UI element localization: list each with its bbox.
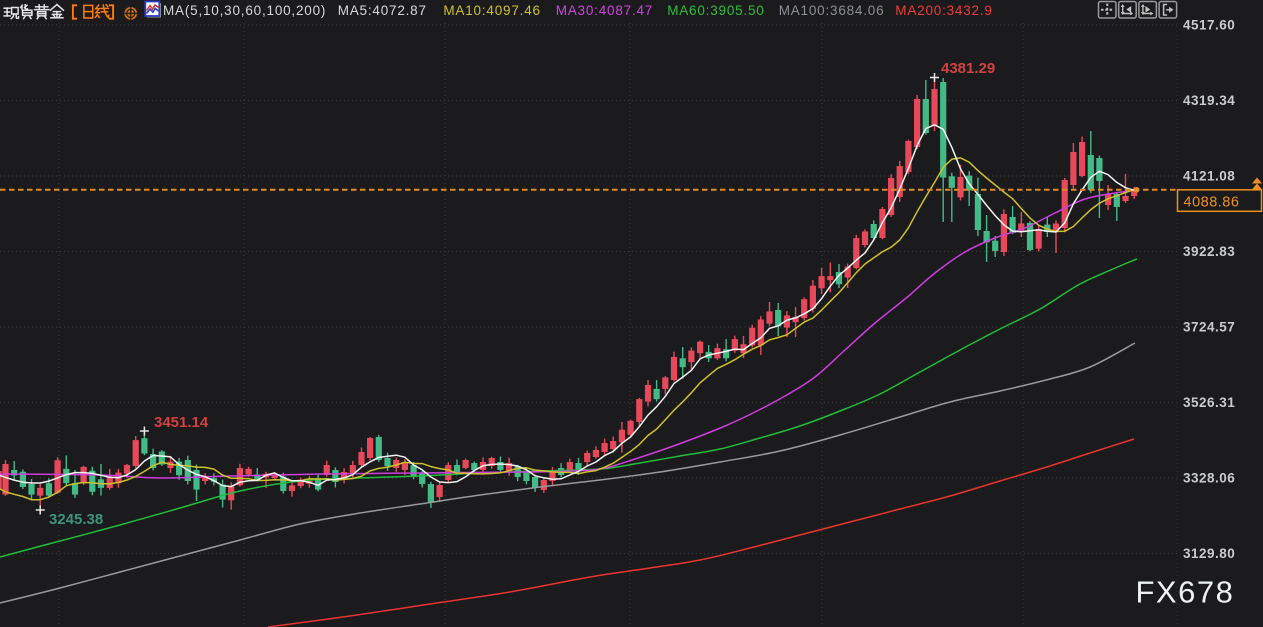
svg-text:3129.80: 3129.80 (1183, 546, 1235, 561)
svg-text:MA200:3432.9: MA200:3432.9 (895, 3, 992, 18)
svg-text:3245.38: 3245.38 (49, 511, 103, 528)
svg-text:4381.29: 4381.29 (941, 60, 995, 77)
svg-text:FX678: FX678 (1136, 575, 1235, 610)
svg-text:4088.86: 4088.86 (1184, 194, 1240, 210)
svg-text:MA60:3905.50: MA60:3905.50 (667, 3, 764, 18)
svg-text:4319.34: 4319.34 (1183, 93, 1235, 108)
svg-text:3328.06: 3328.06 (1183, 471, 1235, 486)
svg-text:MA10:4097.46: MA10:4097.46 (443, 3, 540, 18)
svg-text:3526.31: 3526.31 (1183, 395, 1235, 410)
svg-text:MA100:3684.06: MA100:3684.06 (779, 3, 885, 18)
svg-text:4121.08: 4121.08 (1183, 169, 1235, 184)
svg-text:MA(5,10,30,60,100,200): MA(5,10,30,60,100,200) (163, 3, 326, 18)
svg-text:3451.14: 3451.14 (154, 414, 209, 431)
svg-text:4517.60: 4517.60 (1183, 18, 1235, 33)
svg-text:MA30:4087.47: MA30:4087.47 (556, 3, 653, 18)
svg-text:3724.57: 3724.57 (1183, 320, 1235, 335)
svg-text:MA5:4072.87: MA5:4072.87 (338, 3, 427, 18)
svg-text:3922.83: 3922.83 (1183, 244, 1235, 259)
